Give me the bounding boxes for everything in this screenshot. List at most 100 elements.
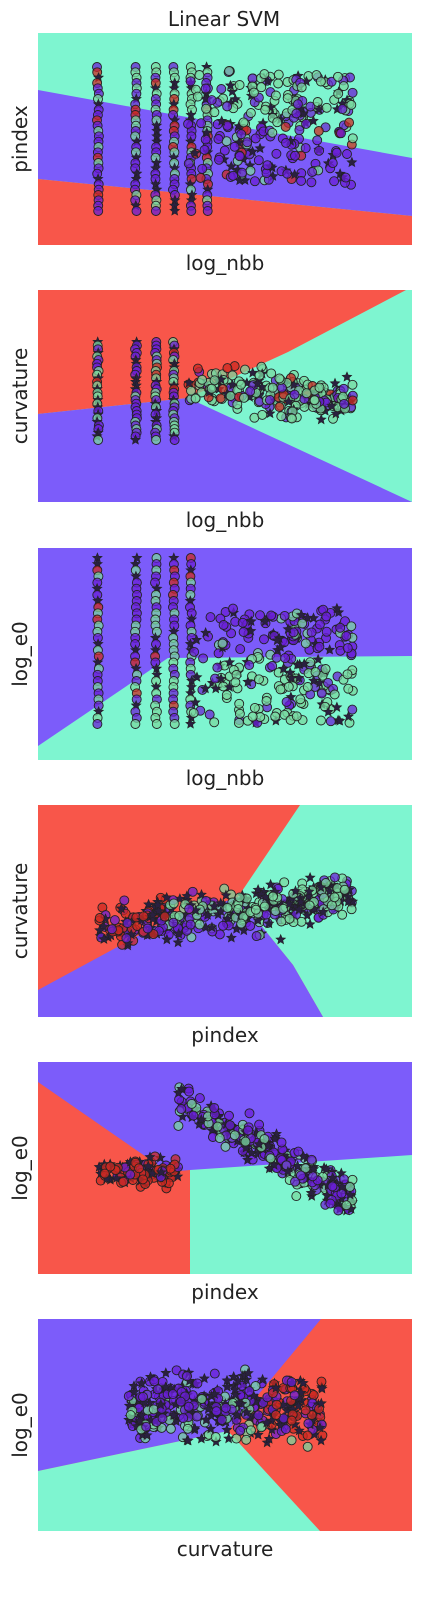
decision-region	[190, 1155, 412, 1274]
data-point-circle	[306, 627, 317, 638]
data-point-circle	[270, 90, 281, 101]
data-point-circle	[184, 1086, 195, 1097]
data-point-star	[344, 1189, 356, 1200]
data-point-star	[195, 1113, 207, 1125]
data-point-star	[221, 1374, 233, 1386]
data-point-circle	[316, 715, 326, 726]
data-point-circle	[278, 903, 289, 914]
data-point-circle	[247, 711, 258, 722]
data-point-circle	[196, 118, 207, 129]
data-point-star	[129, 434, 141, 445]
data-point-star	[317, 906, 329, 917]
data-point-circle	[236, 129, 247, 140]
data-point-circle	[342, 643, 353, 654]
data-point-circle	[307, 167, 318, 177]
data-point-circle	[297, 618, 308, 629]
data-point-circle	[347, 379, 358, 390]
data-point-circle	[260, 104, 271, 115]
data-point-star	[195, 1433, 207, 1444]
data-point-star	[331, 701, 343, 713]
data-point-star	[257, 1373, 269, 1385]
data-point-circle	[279, 610, 290, 621]
x-axis-label: log_nbb	[186, 766, 265, 790]
data-point-circle	[337, 909, 348, 920]
scatter-points	[91, 336, 358, 445]
data-point-circle	[264, 395, 275, 405]
data-point-circle	[293, 1146, 304, 1157]
data-point-star	[185, 718, 197, 729]
data-point-circle	[227, 370, 238, 381]
data-point-star	[245, 615, 257, 627]
data-point-star	[142, 1160, 154, 1171]
data-point-star	[209, 1388, 221, 1399]
data-point-circle	[183, 158, 194, 169]
data-point-circle	[268, 891, 278, 902]
data-point-circle	[168, 917, 179, 928]
data-point-star	[251, 377, 263, 389]
data-point-star	[155, 1166, 167, 1177]
data-point-star	[161, 891, 173, 903]
data-point-circle	[226, 628, 237, 639]
data-point-circle	[194, 70, 205, 80]
data-point-circle	[276, 1137, 287, 1148]
scatter-points	[92, 61, 358, 216]
data-point-star	[134, 1414, 146, 1426]
data-point-circle	[341, 1200, 352, 1211]
data-point-circle	[236, 379, 247, 390]
data-point-circle	[105, 1161, 116, 1172]
data-point-circle	[281, 1160, 292, 1171]
data-point-circle	[222, 120, 233, 131]
data-point-circle	[272, 117, 283, 128]
data-point-circle	[238, 117, 249, 128]
data-point-circle	[229, 1130, 240, 1141]
data-point-star	[315, 1434, 327, 1446]
data-point-star	[241, 1406, 253, 1418]
data-point-star	[315, 413, 327, 425]
data-point-star	[240, 1142, 252, 1153]
data-point-circle	[331, 147, 342, 158]
data-point-circle	[306, 1154, 317, 1165]
data-point-circle	[296, 175, 307, 186]
data-point-circle	[347, 704, 358, 715]
data-point-circle	[185, 76, 196, 87]
data-point-circle	[233, 717, 244, 728]
data-point-star	[282, 623, 294, 634]
data-point-star	[308, 675, 320, 686]
data-point-circle	[242, 137, 253, 148]
data-point-circle	[234, 708, 245, 719]
data-point-circle	[333, 88, 344, 99]
data-point-star	[284, 666, 296, 678]
data-point-star	[144, 1151, 156, 1162]
data-point-circle	[305, 101, 316, 112]
data-point-circle	[337, 104, 348, 115]
data-point-star	[224, 79, 236, 91]
data-point-star	[253, 1138, 265, 1150]
data-point-circle	[340, 616, 350, 627]
data-point-circle	[219, 883, 230, 894]
data-point-star	[322, 706, 334, 717]
data-point-star	[182, 1434, 194, 1446]
data-point-circle	[230, 677, 241, 688]
data-point-star	[283, 396, 295, 407]
scatter-points	[123, 1364, 328, 1452]
data-point-circle	[94, 913, 105, 923]
data-point-circle	[228, 603, 238, 614]
data-point-circle	[234, 151, 245, 162]
data-point-circle	[314, 641, 325, 652]
data-point-circle	[165, 1423, 176, 1434]
data-point-circle	[214, 154, 224, 165]
data-point-circle	[183, 1401, 194, 1412]
data-point-circle	[247, 73, 258, 84]
data-point-circle	[210, 1432, 221, 1442]
data-point-circle	[325, 1198, 336, 1209]
data-point-circle	[302, 1430, 313, 1441]
data-point-star	[264, 407, 276, 419]
data-point-circle	[138, 911, 149, 922]
data-point-circle	[209, 107, 220, 118]
data-point-circle	[222, 101, 233, 112]
data-point-circle	[346, 99, 357, 110]
data-point-star	[136, 1377, 148, 1389]
data-point-circle	[300, 1405, 311, 1416]
data-point-circle	[137, 1174, 148, 1185]
data-point-circle	[321, 611, 332, 622]
